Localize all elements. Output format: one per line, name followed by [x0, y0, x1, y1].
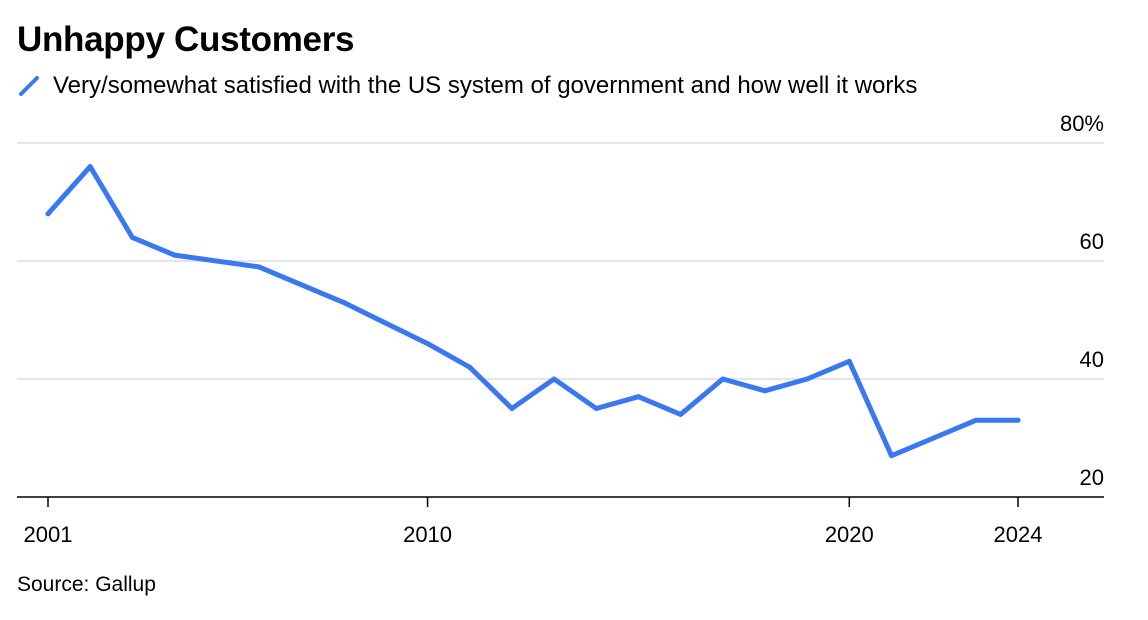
data-point-2004	[172, 252, 178, 258]
legend-swatch-icon	[19, 76, 39, 96]
x-tick-label-2020: 2020	[825, 522, 874, 547]
source-note: Source: Gallup	[17, 573, 156, 596]
data-point-2016	[678, 411, 684, 417]
data-point-2017	[720, 376, 726, 382]
data-point-2014	[593, 406, 599, 411]
data-point-2010	[425, 341, 431, 347]
series-line-0	[45, 164, 1021, 459]
data-point-2018	[762, 388, 768, 394]
grid-lines	[17, 142, 1104, 380]
legend: Very/somewhat satisfied with the US syst…	[17, 72, 917, 100]
x-tick-label-2024: 2024	[994, 522, 1043, 547]
data-point-2015	[635, 394, 641, 400]
legend-label: Very/somewhat satisfied with the US syst…	[53, 72, 918, 99]
x-axis-ticks	[47, 497, 1019, 507]
data-point-2003	[129, 234, 135, 240]
data-point-2001	[45, 211, 51, 217]
data-point-2023	[973, 417, 979, 423]
data-point-2002	[87, 164, 93, 170]
chart-title: Unhappy Customers	[17, 20, 355, 59]
data-point-2012	[509, 406, 515, 411]
data-point-2021	[888, 453, 894, 459]
x-axis-labels: 2001 2010 2020 2024	[24, 522, 1043, 547]
y-tick-label-60: 60	[1080, 229, 1104, 254]
data-point-2022	[931, 435, 937, 441]
data-point-2013	[551, 376, 557, 382]
y-tick-label-40: 40	[1080, 347, 1104, 372]
y-tick-label-20: 20	[1080, 465, 1104, 490]
data-point-2006	[256, 264, 262, 270]
data-point-2008	[340, 299, 346, 305]
data-point-2019	[804, 376, 810, 382]
data-point-2024	[1015, 417, 1021, 423]
x-tick-label-2010: 2010	[403, 522, 452, 547]
y-tick-label-80: 80%	[1060, 111, 1104, 136]
y-axis-labels: 20 40 60 80%	[1060, 111, 1104, 490]
series-group	[45, 164, 1021, 459]
data-point-2020	[846, 358, 852, 364]
data-point-2011	[467, 364, 473, 370]
x-tick-label-2001: 2001	[24, 522, 73, 547]
